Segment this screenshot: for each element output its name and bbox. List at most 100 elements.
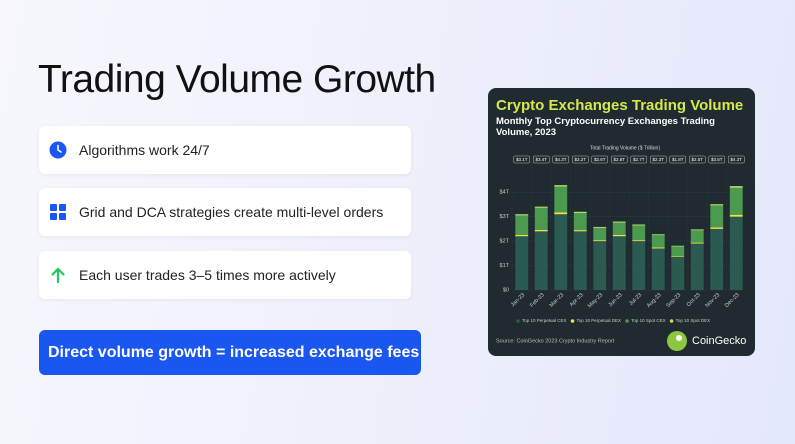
bar-segment: [651, 247, 665, 249]
bar-segment: [632, 225, 646, 241]
bar-segment: [690, 230, 704, 243]
bar-segment: [690, 243, 704, 290]
bar-segment: [651, 234, 665, 236]
brand-logo: [667, 331, 687, 351]
total-label: $2.8T: [613, 157, 625, 162]
total-label-box: [650, 155, 667, 164]
chart: Crypto Exchanges Trading Volume Monthly …: [488, 88, 755, 356]
bar-segment: [729, 186, 743, 188]
bar-segment: [671, 246, 685, 257]
bar-segment: [612, 236, 626, 290]
legend-entry: Top 10 Perpetual CEX: [522, 318, 567, 323]
chart-subtitle: Monthly Top Cryptocurrency Exchanges Tra…: [496, 116, 715, 138]
feature-card: Algorithms work 24/7: [39, 126, 411, 174]
arrow-icon: [51, 267, 65, 284]
feature-card: Grid and DCA strategies create multi-lev…: [39, 188, 411, 236]
total-label-box: [572, 155, 589, 164]
bar-segment: [573, 231, 587, 290]
callout: Direct volume growth = increased exchang…: [39, 330, 421, 375]
bar-segment: [515, 235, 529, 237]
bar-segment: [593, 240, 607, 242]
total-label: $2.3T: [652, 157, 664, 162]
bar-segment: [593, 226, 607, 228]
total-label-box: [591, 155, 608, 164]
bar-segment: [554, 214, 568, 290]
bar-segment: [632, 224, 646, 226]
bar-segment: [690, 242, 704, 244]
y-tick-label: $2T: [500, 239, 510, 245]
annotation: Total Trading Volume ($ Trillion): [590, 145, 660, 151]
legend-entry: Top 10 Perpetual DEX: [577, 318, 622, 323]
total-label: $2.7T: [633, 157, 645, 162]
total-label: $3.1T: [516, 157, 528, 162]
clock-icon: [49, 141, 67, 159]
legend-swatch: [516, 319, 520, 323]
bar-segment: [710, 204, 724, 206]
total-label: $4.3T: [555, 157, 567, 162]
source: Source: CoinGecko 2023 Crypto Industry R…: [496, 338, 615, 344]
bar-segment: [632, 241, 646, 290]
total-label: $1.8T: [672, 157, 684, 162]
bar-segment: [651, 235, 665, 248]
total-label-box: [630, 155, 647, 164]
y-tick-label: $1T: [500, 263, 510, 269]
total-label-box: [728, 155, 745, 164]
feature-text: Grid and DCA strategies create multi-lev…: [79, 204, 384, 220]
bar-segment: [534, 231, 548, 290]
bar-segment: [573, 230, 587, 232]
bar-segment: [671, 256, 685, 257]
brand-logo-eye: [676, 335, 682, 341]
total-label-box: [552, 155, 569, 164]
page-title: Trading Volume Growth: [38, 58, 436, 101]
total-label-box: [611, 155, 628, 164]
bar-segment: [593, 241, 607, 290]
grid-icon: [50, 204, 66, 220]
bar-segment: [534, 229, 548, 232]
y-tick-label: $4T: [500, 190, 510, 196]
bar-segment: [534, 206, 548, 208]
chart-title: Crypto Exchanges Trading Volume: [496, 97, 743, 114]
bar-segment: [534, 207, 548, 230]
bar-segment: [729, 216, 743, 290]
subtitle-box: Monthly Top Cryptocurrency Exchanges Tra…: [496, 116, 715, 138]
total-label: $2.5T: [691, 157, 703, 162]
bar-segment: [515, 215, 529, 235]
feature-card: Each user trades 3–5 times more actively: [39, 251, 411, 299]
total-label-box: [689, 155, 706, 164]
legend-entry: Top 10 Spot CEX: [631, 318, 666, 323]
bar-segment: [573, 213, 587, 231]
bar-segment: [554, 185, 568, 187]
legend-swatch: [669, 319, 674, 323]
total-label: $3.2T: [574, 157, 586, 162]
y-tick-label: $0: [503, 287, 509, 293]
total-label-box: [708, 155, 725, 164]
total-label: $3.5T: [711, 157, 723, 162]
bar-segment: [671, 257, 685, 290]
legend-entry: Top 10 Spot DEX: [676, 318, 711, 323]
bar-segment: [632, 240, 646, 242]
bar-segment: [710, 228, 724, 290]
bar-segment: [515, 236, 529, 290]
bar-segment: [671, 245, 685, 247]
y-tick-label: $3T: [500, 214, 510, 220]
bar-segment: [554, 186, 568, 213]
total-label-box: [513, 155, 530, 164]
bar-segment: [651, 248, 665, 290]
bar-segment: [515, 214, 529, 216]
bar-segment: [729, 187, 743, 215]
feature-text: Algorithms work 24/7: [79, 142, 210, 158]
total-label: $3.4T: [535, 157, 547, 162]
legend-swatch: [570, 319, 575, 323]
bar-segment: [690, 229, 704, 231]
feature-text: Each user trades 3–5 times more actively: [79, 267, 336, 283]
bar-segment: [554, 212, 568, 215]
bar-segment: [612, 222, 626, 235]
bar-segment: [612, 235, 626, 237]
total-label: $2.6T: [594, 157, 606, 162]
bar-segment: [710, 205, 724, 228]
brand: CoinGecko: [692, 335, 746, 347]
bar-segment: [612, 221, 626, 223]
total-label: $4.3T: [730, 157, 742, 162]
total-label-box: [533, 155, 550, 164]
